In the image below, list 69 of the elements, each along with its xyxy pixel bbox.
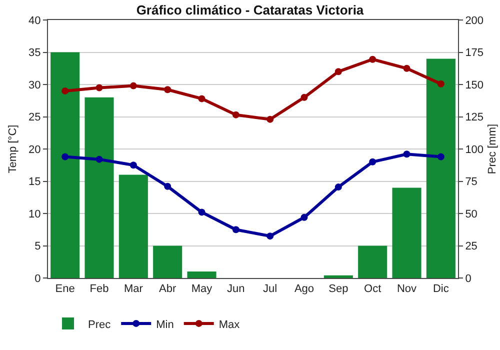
y2-axis-title: Prec [mm] (486, 124, 498, 174)
y-tick-label: 30 (28, 79, 41, 92)
point (266, 116, 274, 123)
point (96, 84, 103, 92)
point (62, 87, 69, 94)
point (232, 111, 240, 118)
y2-tick-label: 175 (465, 47, 484, 60)
point (232, 226, 240, 234)
x-tick-label: May (191, 283, 213, 296)
x-tick-label: Dic (432, 283, 450, 296)
bar (50, 52, 80, 278)
point (164, 86, 172, 94)
chart-title: Gráfico climático - Cataratas Victoria (136, 2, 364, 18)
point (437, 80, 444, 88)
y-tick-label: 10 (28, 208, 41, 220)
x-tick-label: Ene (55, 283, 75, 296)
bar (187, 272, 216, 278)
y2-tick-label: 150 (465, 79, 484, 92)
point (334, 184, 342, 191)
point (300, 214, 308, 221)
y-tick-label: 5 (34, 240, 41, 253)
bar (324, 275, 353, 278)
x-tick-label: Feb (90, 283, 109, 296)
point (198, 95, 206, 102)
bar (153, 246, 182, 278)
point (164, 182, 172, 190)
y2-tick-label: 25 (465, 240, 478, 253)
y2-tick-label: 200 (465, 14, 484, 27)
y-tick-label: 20 (28, 144, 41, 156)
x-tick-label: Jul (263, 283, 278, 296)
x-tick-label: Ago (294, 283, 314, 296)
point (198, 208, 206, 216)
x-tick-label: Sep (328, 283, 348, 296)
legend-label: Prec (88, 318, 112, 331)
y2-tick-label: 125 (465, 112, 484, 124)
point (437, 153, 444, 160)
bar (358, 246, 388, 278)
bar (118, 174, 148, 278)
y-tick-label: 35 (28, 47, 41, 60)
bar (426, 58, 456, 278)
y2-tick-label: 75 (465, 176, 478, 188)
y-axis-title: Temp [°C] (7, 124, 19, 174)
point (266, 232, 274, 240)
point (369, 56, 376, 63)
y-tick-label: 15 (28, 176, 41, 188)
bar (392, 188, 422, 278)
point (369, 158, 376, 166)
y2-tick-label: 50 (465, 208, 478, 220)
bar (84, 97, 114, 278)
x-tick-label: Nov (396, 283, 418, 296)
point (130, 82, 137, 90)
point (62, 153, 69, 160)
x-tick-label: Oct (364, 283, 382, 296)
point (334, 68, 342, 76)
legend-label: Min (156, 318, 174, 331)
x-tick-label: Abr (159, 283, 176, 296)
y2-tick-label: 100 (465, 144, 484, 156)
legend-label: Max (218, 318, 240, 331)
point (403, 150, 410, 158)
y-tick-label: 25 (28, 112, 41, 124)
y2-tick-label: 0 (465, 272, 472, 285)
point (96, 156, 103, 163)
y-tick-label: 0 (34, 272, 41, 285)
point (403, 64, 410, 72)
y-tick-label: 40 (28, 14, 41, 27)
x-tick-label: Mar (124, 283, 144, 296)
point (300, 94, 308, 101)
x-tick-label: Jun (227, 283, 245, 296)
point (130, 162, 137, 169)
